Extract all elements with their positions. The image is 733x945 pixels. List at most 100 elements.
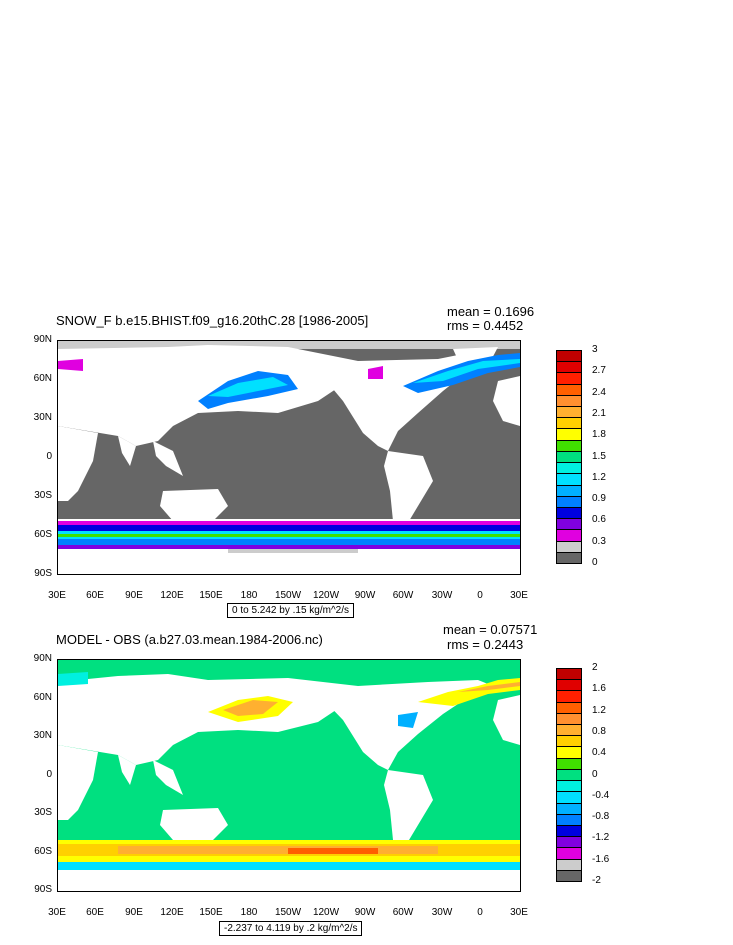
colorbar-box xyxy=(556,394,582,408)
panel-title: SNOW_F b.e15.BHIST.f09_g16.20thC.28 [198… xyxy=(56,313,369,328)
lat-label: 0 xyxy=(46,769,52,780)
lat-label: 0 xyxy=(46,451,52,462)
lon-label: 30E xyxy=(510,590,528,601)
lat-label: 60N xyxy=(33,373,52,384)
lon-label: 90E xyxy=(125,907,143,918)
lon-label: 60E xyxy=(86,907,104,918)
colorbar-box xyxy=(556,473,582,486)
lon-label: 180 xyxy=(240,907,258,918)
panel-title: MODEL - OBS (a.b27.03.mean.1984-2006.nc) xyxy=(56,632,323,647)
contour-info: -2.237 to 4.119 by .2 kg/m^2/s xyxy=(219,921,363,936)
contour-info: 0 to 5.242 by .15 kg/m^2/s xyxy=(227,603,354,618)
colorbar-box xyxy=(556,836,582,849)
colorbar-label: 0.3 xyxy=(592,535,606,547)
colorbar-box xyxy=(556,372,582,385)
colorbar-box xyxy=(556,484,582,497)
lon-label: 90W xyxy=(354,590,376,601)
lat-label: 90S xyxy=(34,884,52,895)
lat-label: 30S xyxy=(34,807,52,818)
colorbar-box xyxy=(556,858,582,871)
colorbar-label: 0.8 xyxy=(592,725,606,737)
colorbar-box xyxy=(556,406,582,419)
lat-label: 90N xyxy=(33,653,52,664)
lon-label: 60W xyxy=(392,907,414,918)
colorbar-box xyxy=(556,450,582,464)
lon-label: 30E xyxy=(48,590,66,601)
map-canvas xyxy=(58,660,520,891)
colorbar-label: -2 xyxy=(592,875,601,886)
lon-label: 30E xyxy=(510,907,528,918)
lon-label: 30W xyxy=(431,907,453,918)
colorbar-label: 2.1 xyxy=(592,407,606,419)
lon-label: 120E xyxy=(160,590,184,601)
lat-label: 60S xyxy=(34,846,52,857)
colorbar-label: -1.6 xyxy=(592,853,610,865)
lon-label: 120E xyxy=(160,907,184,918)
mean-stat: mean = 0.07571 xyxy=(443,622,538,637)
colorbar-box xyxy=(556,417,582,430)
colorbar-label: 1.5 xyxy=(592,450,606,462)
lon-label: 150W xyxy=(274,907,302,918)
colorbar-box xyxy=(556,824,582,838)
colorbar-box xyxy=(556,462,582,475)
colorbar-box xyxy=(556,668,582,681)
colorbar-box xyxy=(556,679,582,692)
colorbar-box xyxy=(556,802,582,815)
lon-label: 90W xyxy=(354,907,376,918)
colorbar-box xyxy=(556,869,582,882)
colorbar-box xyxy=(556,757,582,770)
colorbar-box xyxy=(556,724,582,737)
lon-label: 150E xyxy=(199,907,223,918)
colorbar-label: 2 xyxy=(592,662,598,673)
colorbar-box xyxy=(556,428,582,441)
colorbar-label: -0.4 xyxy=(592,789,610,801)
colorbar-label: 3 xyxy=(592,344,598,355)
colorbar-box xyxy=(556,780,582,793)
lat-label: 30S xyxy=(34,490,52,501)
colorbar-label: -0.8 xyxy=(592,811,610,823)
map-canvas xyxy=(58,341,520,574)
colorbar-box xyxy=(556,506,582,520)
colorbar-box xyxy=(556,551,582,564)
colorbar-label: 2.4 xyxy=(592,386,606,398)
lat-label: 30N xyxy=(33,730,52,741)
colorbar-label: 0 xyxy=(592,768,598,780)
lat-label: 90N xyxy=(33,334,52,345)
colorbar-box xyxy=(556,813,582,826)
lon-label: 150W xyxy=(274,590,302,601)
colorbar-label: 1.8 xyxy=(592,429,606,441)
lon-label: 60W xyxy=(392,590,414,601)
colorbar-label: 0 xyxy=(592,557,598,568)
rms-stat: rms = 0.2443 xyxy=(447,637,524,652)
colorbar-label: 1.2 xyxy=(592,471,606,483)
colorbar-box xyxy=(556,518,582,531)
colorbar-box xyxy=(556,791,582,804)
lon-label: 120W xyxy=(312,590,340,601)
colorbar-box xyxy=(556,712,582,726)
colorbar-label: -1.2 xyxy=(592,832,610,844)
lon-label: 60E xyxy=(86,590,104,601)
lat-label: 60S xyxy=(34,529,52,540)
lat-label: 90S xyxy=(34,568,52,579)
colorbar-box xyxy=(556,735,582,748)
colorbar: 3 2.7 2.4 2.1 1.8 1.5 1.2 0.9 0.6 0.3 0 xyxy=(556,344,606,568)
colorbar-box xyxy=(556,540,582,553)
colorbar-box xyxy=(556,350,582,363)
lon-label: 30E xyxy=(48,907,66,918)
colorbar-box xyxy=(556,768,582,782)
colorbar-label: 1.2 xyxy=(592,704,606,716)
colorbar-box xyxy=(556,746,582,759)
colorbar-box xyxy=(556,690,582,703)
colorbar-box xyxy=(556,439,582,452)
lat-label: 60N xyxy=(33,692,52,703)
colorbar: 2 1.6 1.2 0.8 0.4 0 -0.4 -0.8 -1.2 -1.6 -2 xyxy=(556,662,609,886)
lon-label: 90E xyxy=(125,590,143,601)
mean-stat: mean = 0.1696 xyxy=(447,304,535,319)
lon-label: 30W xyxy=(431,590,453,601)
rms-stat: rms = 0.4452 xyxy=(447,318,524,333)
map-snowfall xyxy=(57,340,521,575)
lon-label: 180 xyxy=(240,590,258,601)
colorbar-box xyxy=(556,495,582,508)
colorbar-box xyxy=(556,701,582,714)
colorbar-label: 0.6 xyxy=(592,514,606,526)
